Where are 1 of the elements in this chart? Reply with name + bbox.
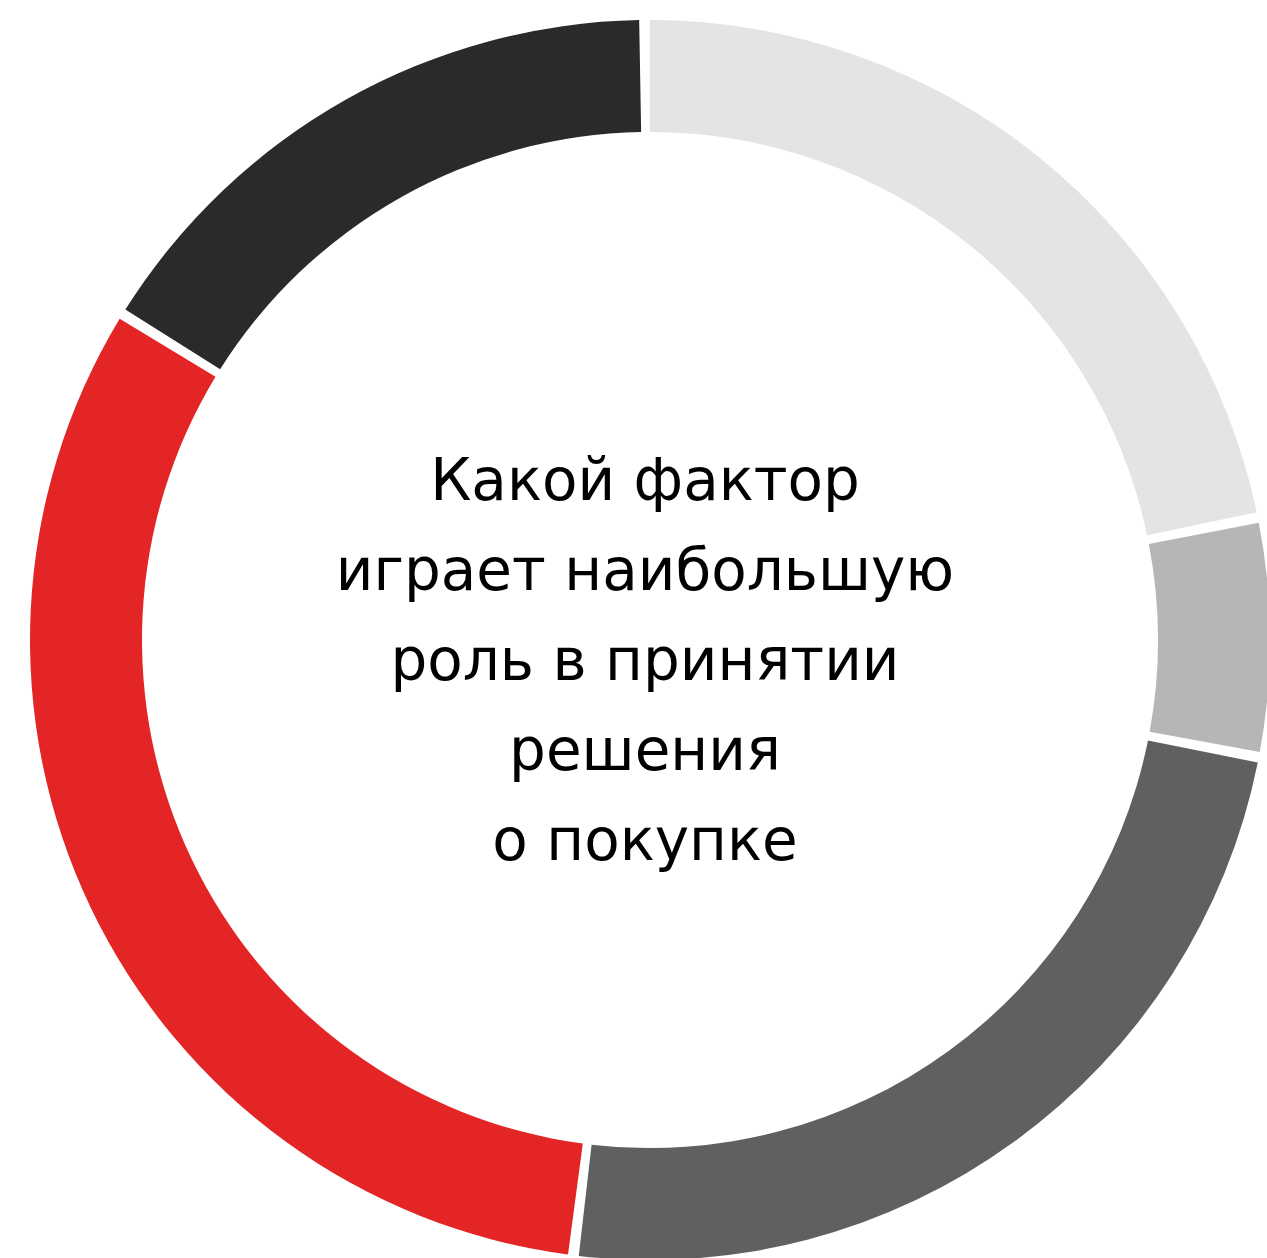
text: Какой фактор играет наибольшую роль в принятии решения о покупке <box>334 445 956 876</box>
